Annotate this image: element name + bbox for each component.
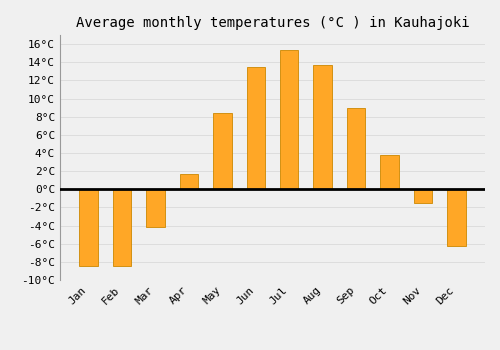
Bar [380, 155, 399, 189]
Bar [314, 65, 332, 189]
Title: Average monthly temperatures (°C ) in Kauhajoki: Average monthly temperatures (°C ) in Ka… [76, 16, 469, 30]
Bar [347, 107, 366, 189]
Bar [80, 189, 98, 266]
Bar [414, 189, 432, 203]
Bar [113, 189, 131, 266]
Bar [180, 174, 198, 189]
Bar [146, 189, 165, 228]
Bar [213, 113, 232, 189]
Bar [448, 189, 466, 245]
Bar [246, 67, 265, 189]
Bar [280, 50, 298, 189]
